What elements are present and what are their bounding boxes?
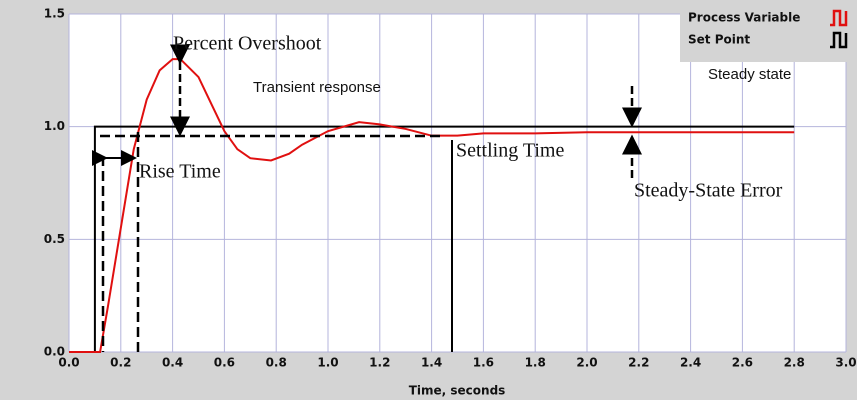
x-tick-label: 1.6 — [473, 356, 494, 370]
annotation: Transient response — [253, 79, 381, 96]
legend-label: Process Variable — [688, 11, 800, 25]
plot-area — [69, 14, 846, 352]
x-tick-label: 0.0 — [58, 356, 79, 370]
legend-swatch — [830, 9, 848, 27]
x-tick-label: 2.4 — [680, 356, 701, 370]
x-tick-label: 2.0 — [576, 356, 597, 370]
y-tick-label: 0.0 — [44, 345, 65, 359]
x-tick-label: 1.2 — [369, 356, 390, 370]
series-line — [69, 58, 795, 353]
y-tick-label: 1.5 — [44, 7, 65, 21]
x-tick-label: 1.0 — [317, 356, 338, 370]
y-tick-label: 1.0 — [44, 119, 65, 133]
x-tick-label: 0.2 — [110, 356, 131, 370]
x-tick-label: 0.4 — [162, 356, 183, 370]
annotation: Rise Time — [139, 161, 221, 183]
annotation: Steady-State Error — [634, 180, 783, 202]
x-tick-label: 1.4 — [421, 356, 442, 370]
legend-swatch — [830, 31, 848, 49]
annotation-lines — [92, 44, 642, 352]
y-tick-label: 0.5 — [44, 232, 65, 246]
x-tick-label: 3.0 — [835, 356, 856, 370]
x-tick-label: 2.6 — [732, 356, 753, 370]
annotation: Percent Overshoot — [173, 33, 322, 55]
x-tick-label: 0.8 — [266, 356, 287, 370]
x-tick-label: 2.2 — [628, 356, 649, 370]
x-tick-label: 0.6 — [214, 356, 235, 370]
annotation: Settling Time — [456, 140, 564, 162]
x-axis-label: Time, seconds — [409, 384, 506, 398]
annotation: Steady state — [708, 66, 791, 83]
x-tick-label: 1.8 — [525, 356, 546, 370]
legend-box — [680, 0, 857, 62]
legend-label: Set Point — [688, 33, 750, 47]
x-tick-label: 2.8 — [784, 356, 805, 370]
